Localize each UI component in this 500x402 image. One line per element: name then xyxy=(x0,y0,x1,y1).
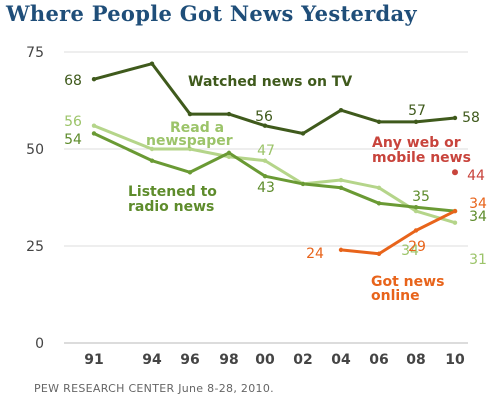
data-point-read-a-newspaper xyxy=(413,208,419,214)
series-name-label-listened-to-radio-news: radio news xyxy=(128,199,214,215)
axes: 0 25 50 75 91 94 96 98 00 02 04 06 08 10 xyxy=(26,45,465,368)
series-line-got-news-online xyxy=(339,209,457,256)
data-point-read-a-newspaper xyxy=(149,146,155,152)
data-point-got-news-online xyxy=(338,247,344,253)
data-point-watched-news-on-tv xyxy=(376,119,382,125)
data-point-watched-news-on-tv xyxy=(413,119,419,125)
data-point-any-web-or-mobile-news xyxy=(452,169,458,176)
x-tick-label: 94 xyxy=(142,352,162,368)
data-point-watched-news-on-tv xyxy=(338,108,344,113)
data-label-got-news-online: 34 xyxy=(469,196,487,212)
data-point-watched-news-on-tv xyxy=(300,131,306,136)
data-point-watched-news-on-tv xyxy=(91,76,97,82)
series-name-label-read-a-newspaper: newspaper xyxy=(146,133,233,149)
series-name-label-read-a-newspaper: Read a xyxy=(170,120,224,136)
x-tick-label: 00 xyxy=(255,352,275,368)
data-point-read-a-newspaper xyxy=(376,185,382,190)
x-tick-label: 08 xyxy=(406,352,425,368)
data-point-read-a-newspaper xyxy=(226,154,232,159)
series-line-listened-to-radio-news xyxy=(92,131,457,213)
data-label-listened-to-radio-news: 43 xyxy=(257,180,275,196)
data-label-watched-news-on-tv: 68 xyxy=(64,73,82,89)
series-points xyxy=(91,61,458,256)
data-point-listened-to-radio-news xyxy=(149,158,155,163)
data-point-got-news-online xyxy=(376,251,382,256)
data-point-watched-news-on-tv xyxy=(149,61,155,66)
data-point-read-a-newspaper xyxy=(187,146,193,152)
data-point-watched-news-on-tv xyxy=(226,111,232,117)
data-label-read-a-newspaper: 34 xyxy=(401,243,419,259)
data-label-watched-news-on-tv: 56 xyxy=(255,109,273,125)
data-point-listened-to-radio-news xyxy=(91,131,97,136)
data-point-read-a-newspaper xyxy=(338,177,344,183)
data-point-listened-to-radio-news xyxy=(226,150,232,156)
data-label-watched-news-on-tv: 57 xyxy=(408,103,426,119)
series-name-label-listened-to-radio-news: Listened to xyxy=(128,184,217,200)
series-lines xyxy=(92,62,457,256)
series-name-label-got-news-online: online xyxy=(371,288,420,304)
series-name-label-watched-news-on-tv: Watched news on TV xyxy=(188,74,352,90)
data-point-listened-to-radio-news xyxy=(300,181,306,187)
x-tick-label: 10 xyxy=(445,352,465,368)
data-point-listened-to-radio-news xyxy=(262,173,268,179)
series-name-label-any-web-or-mobile-news: Any web or xyxy=(372,135,461,151)
data-point-watched-news-on-tv xyxy=(262,123,268,128)
x-tick-label: 91 xyxy=(84,352,103,368)
data-label-any-web-or-mobile-news: 44 xyxy=(467,168,485,184)
x-tick-label: 06 xyxy=(369,352,388,368)
data-label-read-a-newspaper: 47 xyxy=(257,143,275,159)
data-label-listened-to-radio-news: 34 xyxy=(469,209,487,225)
data-point-read-a-newspaper xyxy=(262,158,268,163)
series-name-label-any-web-or-mobile-news: mobile news xyxy=(372,150,471,166)
y-tick-label: 25 xyxy=(26,239,44,255)
y-tick-label: 0 xyxy=(35,336,44,352)
data-point-watched-news-on-tv xyxy=(187,111,193,117)
data-point-listened-to-radio-news xyxy=(338,185,344,190)
x-tick-label: 96 xyxy=(180,352,199,368)
data-label-got-news-online: 29 xyxy=(408,239,426,255)
series-name-label-got-news-online: Got news xyxy=(371,274,444,290)
data-point-listened-to-radio-news xyxy=(187,170,193,175)
source-note: PEW RESEARCH CENTER June 8-28, 2010. xyxy=(34,382,274,395)
data-point-read-a-newspaper xyxy=(452,220,458,225)
data-label-listened-to-radio-news: 35 xyxy=(412,189,430,205)
data-point-listened-to-radio-news xyxy=(376,201,382,206)
series-line-read-a-newspaper xyxy=(92,124,457,225)
series-line-watched-news-on-tv xyxy=(92,62,457,135)
data-point-got-news-online xyxy=(452,208,458,214)
data-point-watched-news-on-tv xyxy=(452,115,458,121)
grid xyxy=(64,51,468,344)
data-point-listened-to-radio-news xyxy=(413,205,419,210)
data-label-listened-to-radio-news: 54 xyxy=(64,132,82,148)
data-point-read-a-newspaper xyxy=(91,123,97,128)
data-label-watched-news-on-tv: 58 xyxy=(462,110,480,126)
y-tick-label: 75 xyxy=(26,45,44,61)
data-label-read-a-newspaper: 56 xyxy=(64,114,82,130)
chart-title: Where People Got News Yesterday xyxy=(6,1,417,26)
x-tick-label: 98 xyxy=(219,352,238,368)
data-label-read-a-newspaper: 31 xyxy=(469,252,487,268)
data-label-got-news-online: 24 xyxy=(306,246,324,262)
y-tick-label: 50 xyxy=(26,142,44,158)
data-point-got-news-online xyxy=(413,228,419,233)
x-tick-label: 02 xyxy=(293,352,312,368)
x-tick-label: 04 xyxy=(331,352,351,368)
